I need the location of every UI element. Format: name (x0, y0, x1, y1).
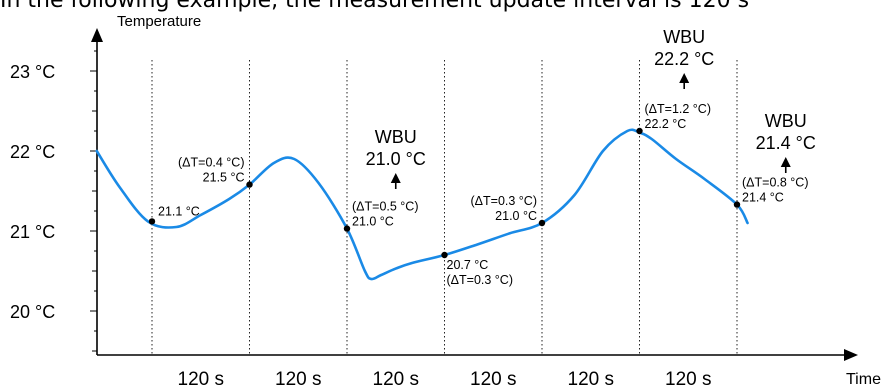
point-label: (ΔT=0.3 °C) (447, 273, 514, 287)
point-label: 20.7 °C (447, 258, 489, 272)
point-label: 22.2 °C (645, 117, 687, 131)
point-label: (ΔT=0.8 °C) (742, 176, 809, 190)
caption-text: In the following example, the measuremen… (0, 0, 750, 13)
x-axis-title: Time (846, 371, 881, 387)
measurement-point (636, 127, 643, 135)
temperature-series (95, 128, 749, 281)
point-label: (ΔT=1.2 °C) (645, 102, 712, 116)
y-axis-arrow (91, 28, 103, 42)
interval-label: 120 s (373, 369, 419, 387)
point-label: 21.4 °C (742, 191, 784, 205)
wbu-label: WBU (375, 127, 417, 147)
point-label: (ΔT=0.5 °C) (352, 200, 419, 214)
wbu-arrow-head (390, 173, 401, 183)
point-label: 21.0 °C (495, 209, 537, 223)
y-axis-title: Temperature (117, 13, 201, 30)
wbu-label: WBU (765, 111, 807, 131)
y-tick-label: 22 °C (10, 142, 55, 162)
interval-label: 120 s (178, 369, 224, 387)
temperature-curve (95, 128, 749, 281)
wbu-arrow-head (679, 73, 690, 83)
measurement-point (246, 181, 253, 188)
measurement-point (441, 251, 448, 259)
wbu-value: 21.4 °C (756, 133, 816, 153)
point-label: (ΔT=0.4 °C) (178, 156, 245, 170)
point-label: (ΔT=0.3 °C) (471, 194, 538, 208)
measurement-point (148, 218, 156, 225)
y-tick-label: 20 °C (10, 302, 55, 322)
measurement-point (733, 201, 741, 208)
interval-label: 120 s (470, 369, 516, 387)
interval-lines (151, 60, 738, 355)
interval-label: 120 s (665, 369, 711, 387)
measurement-point (343, 225, 351, 232)
wbu-arrow-head (780, 157, 791, 167)
y-tick-label: 23 °C (10, 62, 55, 82)
measurement-point (538, 219, 546, 227)
point-label: 21.5 °C (203, 171, 245, 185)
point-label: 21.1 °C (158, 204, 200, 218)
axes: 20 °C 21 °C 22 °C 23 °C Temperature Time 120 s… (10, 13, 881, 387)
interval-label: 120 s (275, 369, 321, 387)
measurement-points: 21.1 °C(ΔT=0.4 °C)21.5 °C(ΔT=0.5 °C)21.0… (148, 102, 809, 287)
wbu-label: WBU (663, 27, 705, 47)
wbu-value: 22.2 °C (654, 49, 714, 69)
wbu-value: 21.0 °C (366, 149, 426, 169)
point-label: 21.0 °C (352, 215, 394, 229)
y-tick-label: 21 °C (10, 222, 55, 242)
x-axis-arrow (844, 349, 858, 361)
interval-label: 120 s (568, 369, 614, 387)
